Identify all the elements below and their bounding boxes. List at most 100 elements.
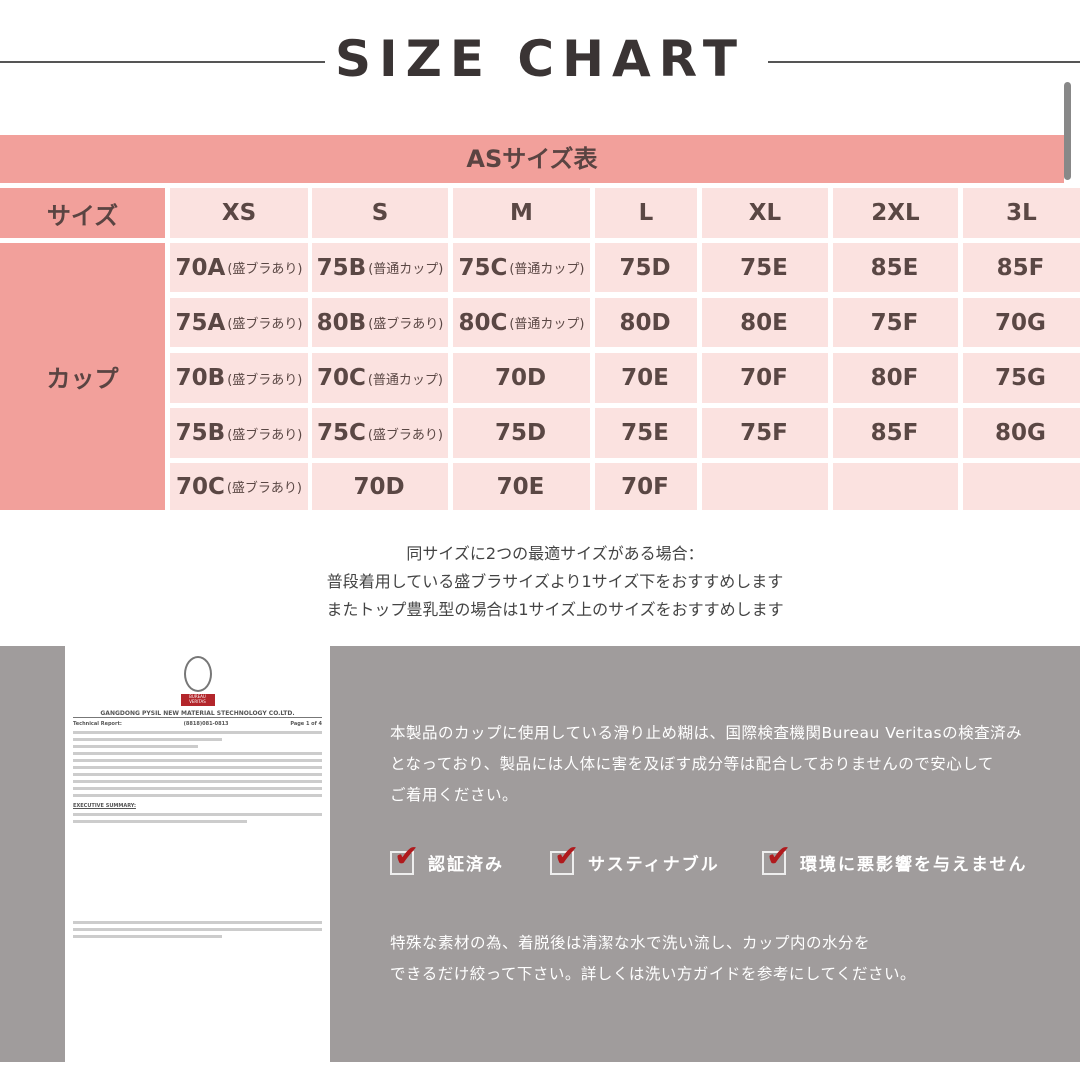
table-cell: 75B (普通カップ) bbox=[312, 243, 448, 292]
table-cell: 75F bbox=[833, 298, 958, 347]
cup-size: 85F bbox=[996, 254, 1045, 281]
cup-size: 75E bbox=[621, 420, 669, 446]
table-cell: 75A (盛ブラあり) bbox=[170, 298, 308, 347]
cup-size: 70D bbox=[353, 473, 405, 500]
cup-size: 80F bbox=[870, 365, 919, 391]
certificate-image: BUREAU VERITAS GANGDONG PYSIL NEW MATERI… bbox=[65, 646, 330, 1062]
cup-size: 75D bbox=[494, 420, 547, 446]
cup-note: (盛ブラあり) bbox=[227, 427, 303, 443]
table-cell: 85F bbox=[963, 243, 1080, 292]
cup-size: 75F bbox=[740, 420, 788, 446]
table-cell: 70D bbox=[312, 463, 448, 510]
scrollbar[interactable] bbox=[1064, 82, 1071, 180]
table-cell: 70F bbox=[702, 353, 828, 403]
report-label: Technical Report: bbox=[73, 721, 122, 727]
table-cell: 80G bbox=[963, 408, 1080, 458]
cup-size: 70A bbox=[175, 254, 226, 281]
certificate-company: GANGDONG PYSIL NEW MATERIAL STECHNOLOGY … bbox=[73, 710, 322, 718]
report-number: (8818)081-0813 bbox=[183, 721, 229, 727]
cup-size: 70G bbox=[995, 309, 1046, 336]
cup-size: 75A bbox=[175, 309, 226, 336]
table-title: ASサイズ表 bbox=[0, 135, 1064, 183]
cup-size: 80C bbox=[458, 309, 508, 336]
table-cell: 70B (盛ブラあり) bbox=[170, 353, 308, 403]
summary-label: EXECUTIVE SUMMARY: bbox=[73, 803, 136, 809]
cup-size: 75F bbox=[870, 309, 919, 336]
table-cell: 75G bbox=[963, 353, 1080, 403]
header-line-left bbox=[0, 61, 325, 63]
cup-note: (普通カップ) bbox=[509, 317, 585, 332]
size-label: サイズ bbox=[0, 188, 165, 238]
table-cell: 70E bbox=[595, 353, 697, 403]
table-cell: 80E bbox=[702, 298, 828, 347]
size-header: M bbox=[453, 188, 590, 238]
table-cell: 80D bbox=[595, 298, 697, 347]
cup-note: (盛ブラあり) bbox=[227, 372, 303, 388]
badge-eco: ✔ 環境に悪影響を与えません bbox=[762, 839, 1028, 875]
bureau-veritas-logo: BUREAU VERITAS bbox=[180, 694, 215, 706]
table-cell: 75C (普通カップ) bbox=[453, 243, 590, 292]
cup-size: 75C bbox=[316, 420, 366, 446]
cup-note: (普通カップ) bbox=[367, 372, 444, 388]
cup-size: 80B bbox=[316, 309, 367, 336]
table-cell: 75D bbox=[453, 408, 590, 458]
cup-size: 75B bbox=[175, 420, 226, 446]
report-page: Page 1 of 4 bbox=[290, 721, 322, 727]
checkbox-icon: ✔ bbox=[550, 839, 579, 875]
table-cell: 70G bbox=[963, 298, 1080, 347]
size-header: L bbox=[595, 188, 697, 238]
table-cell: 70C (盛ブラあり) bbox=[170, 463, 308, 510]
table-cell: 80B (盛ブラあり) bbox=[312, 298, 448, 347]
cup-size: 75C bbox=[458, 254, 508, 281]
size-header: XL bbox=[702, 188, 828, 238]
table-cell bbox=[702, 463, 828, 510]
cup-size: 80E bbox=[740, 309, 788, 336]
cup-note: (盛ブラあり) bbox=[226, 481, 303, 496]
cup-note: (普通カップ) bbox=[368, 262, 444, 277]
table-cell bbox=[963, 463, 1080, 510]
table-cell: 80C (普通カップ) bbox=[453, 298, 590, 347]
table-cell: 75F bbox=[702, 408, 828, 458]
cup-size: 70F bbox=[740, 365, 788, 391]
table-cell: 70E bbox=[453, 463, 590, 510]
cup-note: (盛ブラあり) bbox=[227, 317, 303, 332]
table-cell: 70D bbox=[453, 353, 590, 403]
table-cell: 80F bbox=[833, 353, 958, 403]
info-paragraph-1: 本製品のカップに使用している滑り止め糊は、国際検査機関Bureau Verita… bbox=[390, 724, 1023, 804]
cup-size: 75B bbox=[316, 254, 367, 281]
cup-size: 80D bbox=[619, 309, 671, 336]
table-cell: 75B (盛ブラあり) bbox=[170, 408, 308, 458]
cup-size: 75G bbox=[995, 365, 1046, 391]
bureau-veritas-seal-icon bbox=[183, 656, 212, 692]
page-title: SIZE CHART bbox=[334, 30, 746, 88]
size-header: 2XL bbox=[833, 188, 958, 238]
note-line: またトップ豊乳型の場合は1サイズ上のサイズをおすすめします bbox=[326, 600, 784, 619]
table-cell: 85E bbox=[833, 243, 958, 292]
table-cell bbox=[833, 463, 958, 510]
cup-size: 70E bbox=[496, 473, 545, 500]
cup-size: 70F bbox=[621, 473, 669, 500]
cup-note: (普通カップ) bbox=[509, 262, 585, 277]
table-cell: 75C (盛ブラあり) bbox=[312, 408, 448, 458]
badge-certified: ✔ 認証済み bbox=[390, 839, 504, 875]
cup-size: 80G bbox=[995, 420, 1046, 446]
cup-size: 85F bbox=[870, 420, 919, 446]
checkbox-icon: ✔ bbox=[390, 839, 419, 875]
size-header: XS bbox=[170, 188, 308, 238]
cup-size: 70C bbox=[316, 365, 366, 391]
cup-size: 70E bbox=[621, 365, 669, 391]
table-cell: 75E bbox=[595, 408, 697, 458]
info-paragraph-2: 特殊な素材の為、着脱後は清潔な水で洗い流し、カップ内の水分を できるだけ絞って下さ… bbox=[390, 934, 916, 983]
badge-sustainable: ✔ サスティナブル bbox=[550, 839, 720, 875]
cup-size: 70C bbox=[175, 473, 225, 500]
cup-note: (盛ブラあり) bbox=[368, 317, 444, 332]
table-cell: 70C (普通カップ) bbox=[312, 353, 448, 403]
table-cell: 85F bbox=[833, 408, 958, 458]
cup-size: 70D bbox=[494, 365, 547, 391]
cup-size: 75D bbox=[619, 254, 671, 281]
header-line-right bbox=[768, 61, 1080, 63]
cup-note: (盛ブラあり) bbox=[367, 427, 444, 443]
table-cell: 75E bbox=[702, 243, 828, 292]
cup-note: (盛ブラあり) bbox=[227, 262, 303, 277]
size-header: S bbox=[312, 188, 448, 238]
